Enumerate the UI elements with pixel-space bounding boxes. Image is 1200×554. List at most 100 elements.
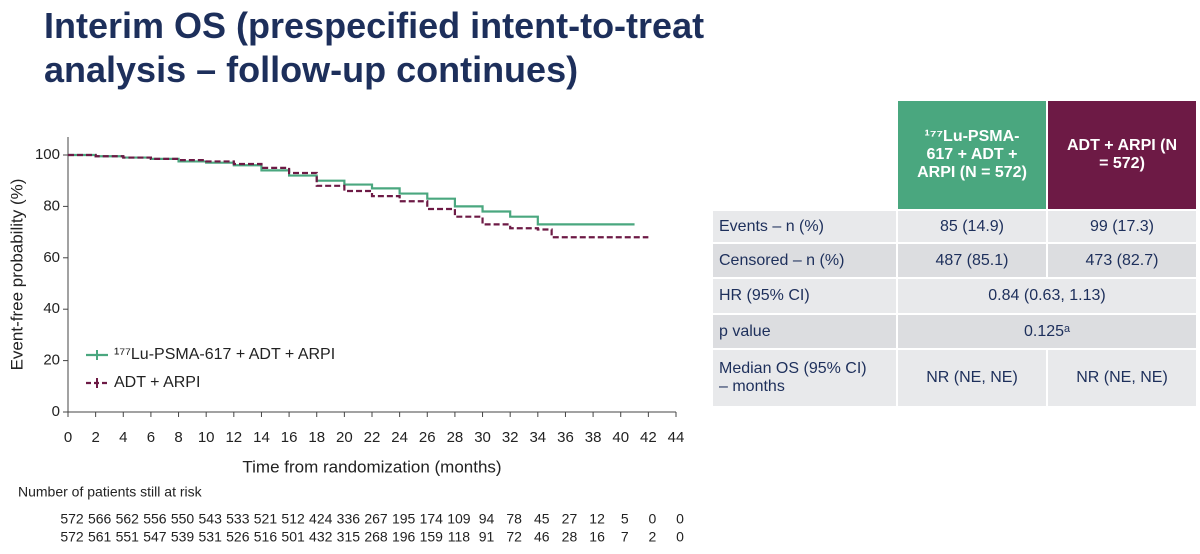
risk-count: 94 [479,511,495,527]
slide-title: Interim OS (prespecified intent-to-treat… [44,5,705,90]
legend-label: ADT + ARPI [114,374,200,391]
row-label: Events – n (%) [712,210,897,243]
x-tick-label: 28 [447,429,464,446]
row-label: Censored – n (%) [712,243,897,278]
x-tick-label: 30 [474,429,491,446]
y-tick-label: 80 [43,197,60,214]
risk-count: 0 [648,511,656,527]
x-tick-label: 24 [391,429,408,446]
risk-count: 424 [309,511,333,527]
risk-count: 27 [562,511,578,527]
risk-count: 550 [171,511,195,527]
x-tick-label: 22 [364,429,381,446]
y-tick-label: 40 [43,300,60,317]
table-value: 473 (82.7) [1047,243,1197,278]
table-value: NR (NE, NE) [1047,349,1197,407]
x-tick-label: 44 [668,429,685,446]
table-value: 0.125ᵃ [897,314,1197,349]
x-tick-label: 6 [147,429,155,446]
risk-count: 45 [534,511,550,527]
risk-count: 5 [621,511,629,527]
y-axis-label: Event-free probability (%) [7,179,26,371]
risk-count: 268 [364,529,388,545]
x-tick-label: 12 [225,429,242,446]
table-header: ADT + ARPI (N = 572) [1047,100,1197,210]
risk-count: 16 [589,529,605,545]
risk-count: 516 [254,529,278,545]
risk-count: 159 [420,529,444,545]
table-value: 487 (85.1) [897,243,1047,278]
risk-count: 531 [199,529,223,545]
x-axis-label: Time from randomization (months) [242,457,501,476]
y-tick-label: 20 [43,352,60,369]
risk-count: 543 [199,511,223,527]
x-tick-label: 4 [119,429,127,446]
table-value: 85 (14.9) [897,210,1047,243]
risk-count: 0 [676,529,684,545]
y-tick-label: 60 [43,249,60,266]
risk-count: 174 [420,511,444,527]
x-tick-label: 18 [308,429,325,446]
risk-count: 432 [309,529,333,545]
x-tick-label: 36 [557,429,574,446]
row-label: Median OS (95% CI) – months [712,349,897,407]
risk-count: 91 [479,529,495,545]
risk-count: 2 [648,529,656,545]
table-value: 99 (17.3) [1047,210,1197,243]
risk-count: 118 [448,529,471,545]
risk-count: 196 [392,529,416,545]
risk-count: 46 [534,529,550,545]
y-tick-label: 100 [35,146,60,163]
risk-count: 109 [447,511,471,527]
risk-count: 28 [562,529,578,545]
risk-count: 7 [621,529,629,545]
risk-count: 551 [116,529,140,545]
x-tick-label: 32 [502,429,519,446]
risk-count: 533 [226,511,250,527]
risk-count: 561 [88,529,112,545]
risk-count: 562 [116,511,140,527]
y-tick-label: 0 [52,403,60,420]
risk-table-title: Number of patients still at risk [18,484,203,500]
risk-count: 195 [392,511,416,527]
table-header: ¹⁷⁷Lu-PSMA-617 + ADT + ARPI (N = 572) [897,100,1047,210]
x-tick-label: 42 [640,429,657,446]
risk-count: 521 [254,511,278,527]
risk-count: 572 [60,511,84,527]
risk-count: 315 [337,529,361,545]
x-tick-label: 38 [585,429,602,446]
risk-count: 526 [226,529,250,545]
risk-count: 547 [143,529,167,545]
risk-count: 336 [337,511,361,527]
x-tick-label: 10 [198,429,215,446]
risk-count: 72 [506,529,522,545]
table-value: 0.84 (0.63, 1.13) [897,278,1197,314]
risk-count: 572 [60,529,84,545]
x-tick-label: 26 [419,429,436,446]
x-tick-label: 2 [91,429,99,446]
survival-curve [68,153,649,239]
x-tick-label: 20 [336,429,353,446]
x-tick-label: 34 [529,429,546,446]
x-tick-label: 0 [64,429,72,446]
x-tick-label: 8 [174,429,182,446]
risk-count: 0 [676,511,684,527]
row-label: HR (95% CI) [712,278,897,314]
table-value: NR (NE, NE) [897,349,1047,407]
risk-count: 78 [506,511,522,527]
x-tick-label: 14 [253,429,270,446]
risk-count: 512 [281,511,305,527]
risk-count: 267 [364,511,388,527]
risk-count: 501 [281,529,305,545]
survival-curve [68,153,635,226]
risk-count: 566 [88,511,112,527]
row-label: p value [712,314,897,349]
risk-count: 12 [589,511,605,527]
risk-count: 556 [143,511,167,527]
x-tick-label: 16 [281,429,298,446]
legend-label: ¹⁷⁷Lu-PSMA-617 + ADT + ARPI [114,346,335,363]
risk-count: 539 [171,529,195,545]
x-tick-label: 40 [612,429,629,446]
